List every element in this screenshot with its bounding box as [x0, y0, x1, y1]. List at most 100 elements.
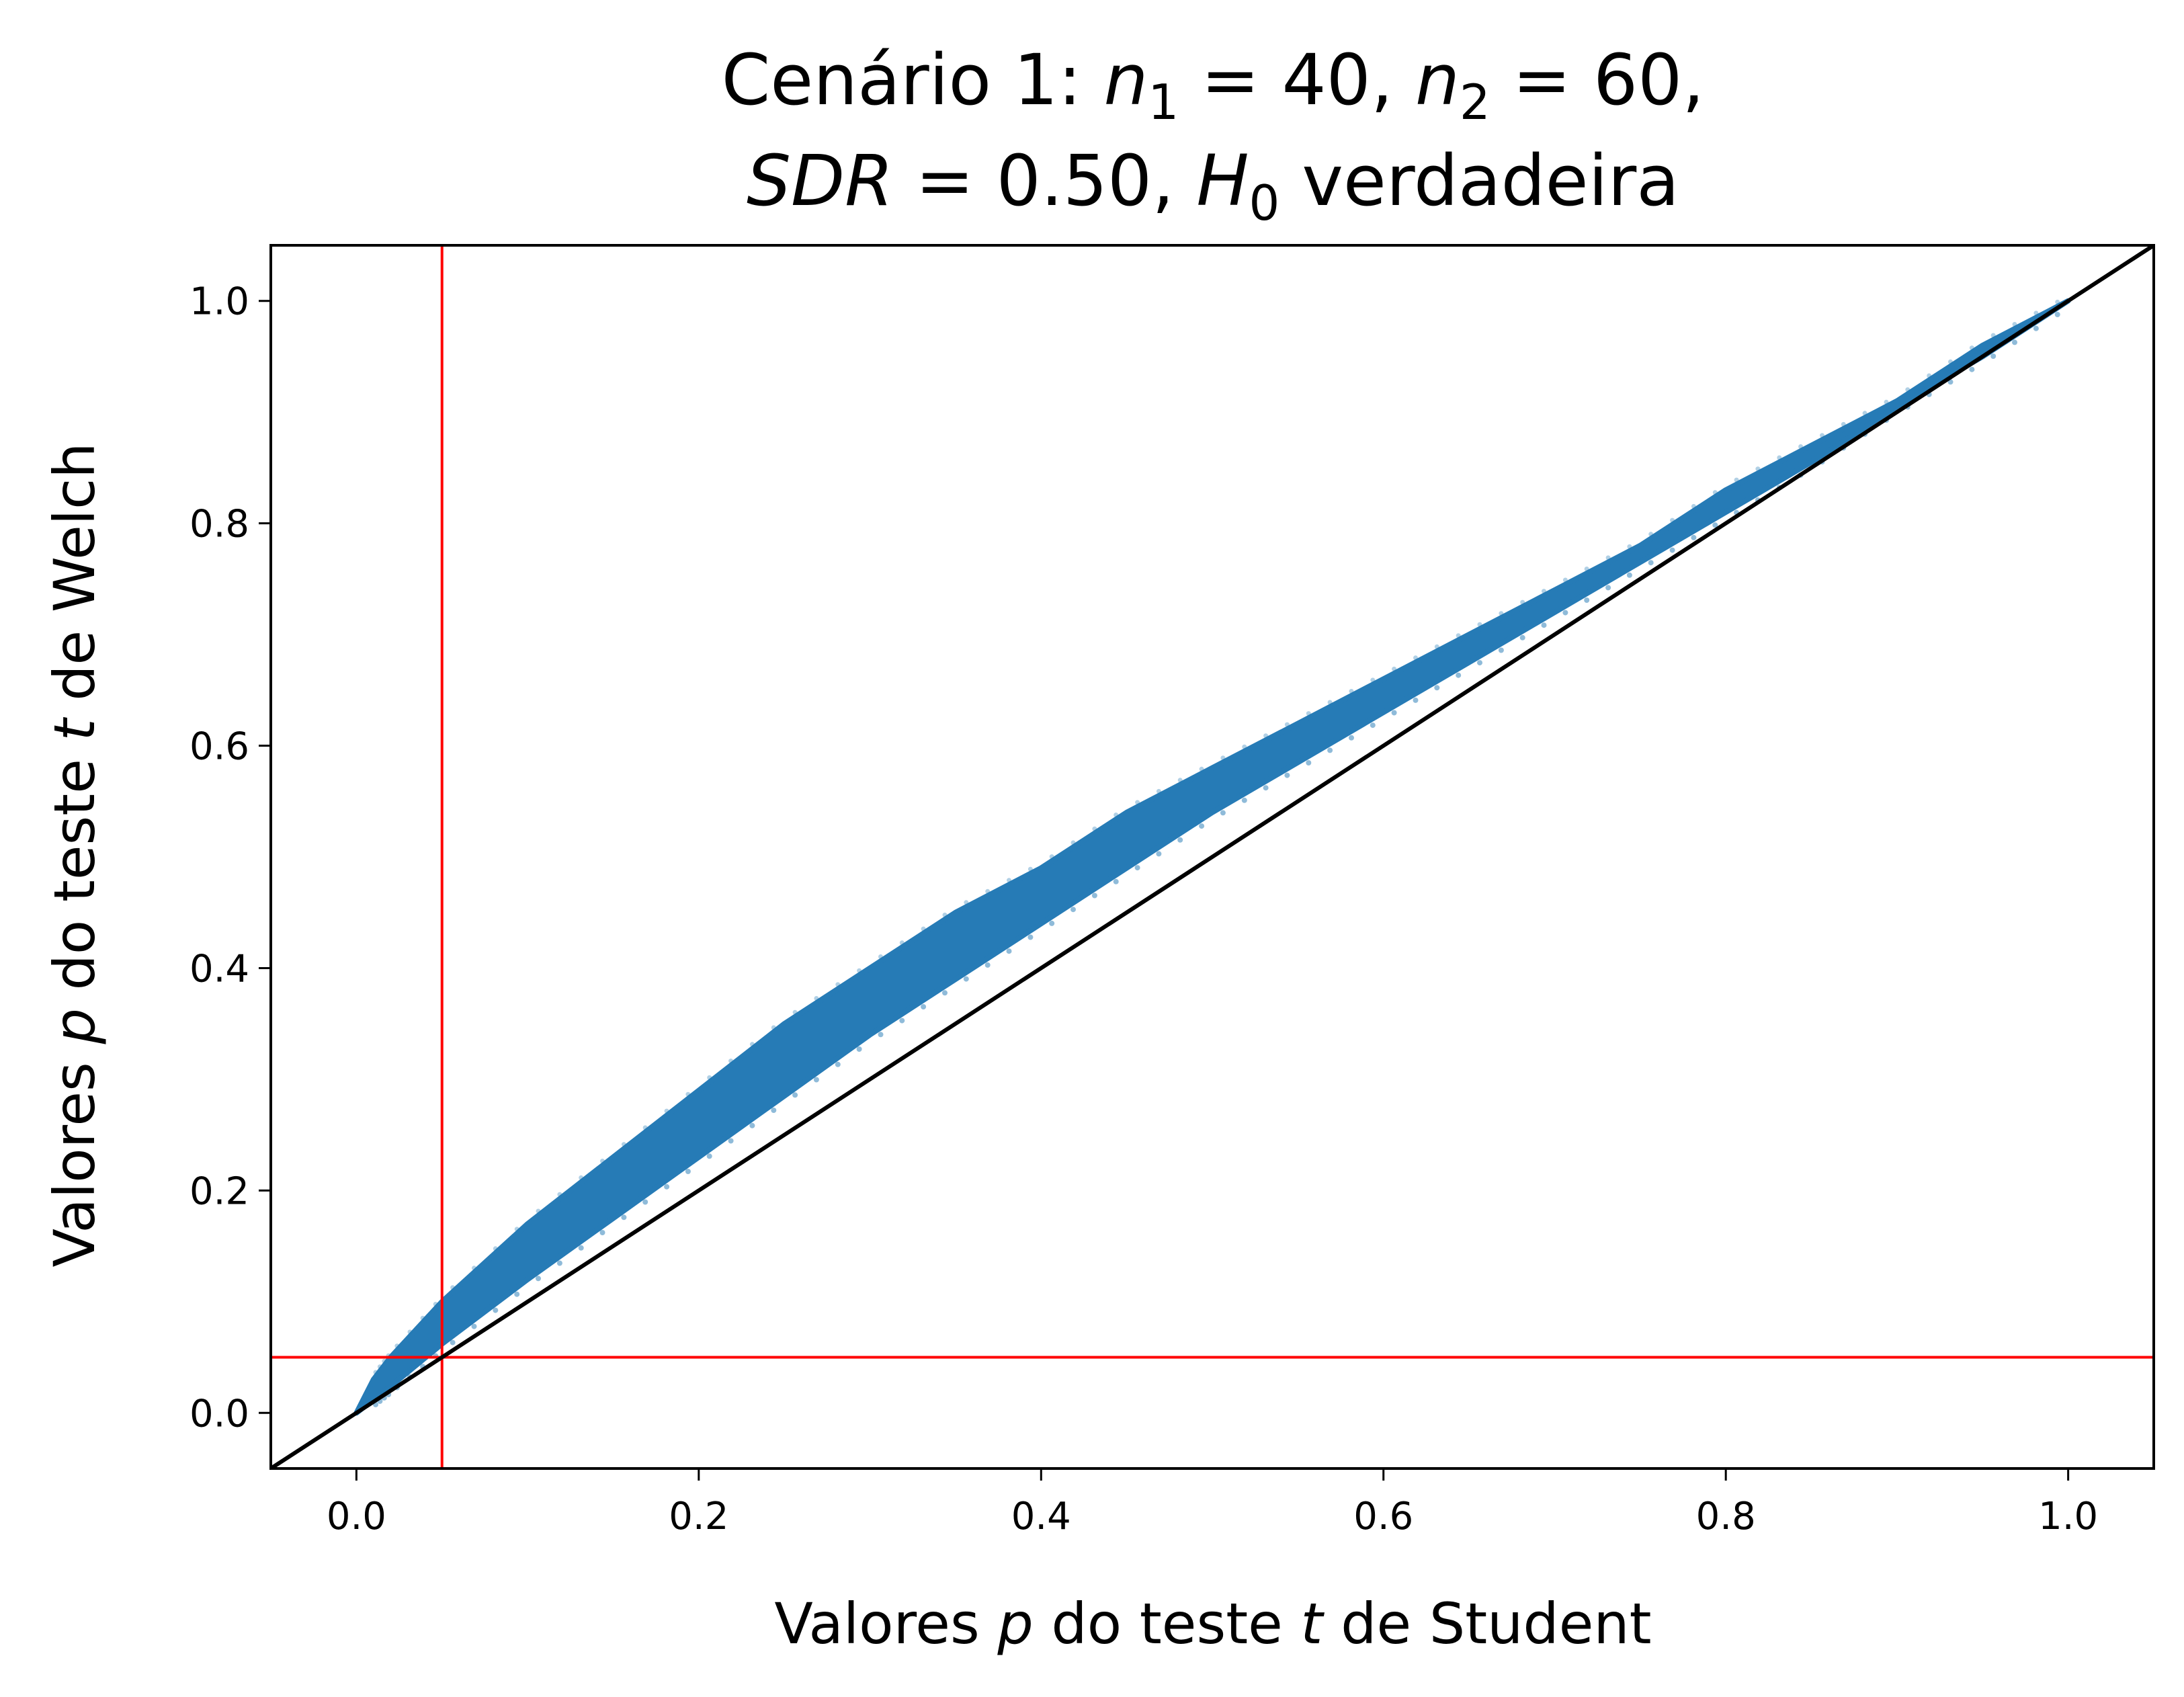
scatter-point: [1670, 518, 1675, 523]
scatter-point: [1948, 359, 1953, 364]
scatter-point: [835, 1061, 841, 1067]
scatter-point: [1413, 655, 1418, 661]
scatter-point: [1669, 547, 1675, 553]
scatter-point: [1114, 813, 1119, 817]
y-axis: 0.0 0.2 0.4 0.6 0.8 1.0: [190, 280, 271, 1436]
scatter-point: [1263, 733, 1269, 739]
scatter-point: [1562, 577, 1568, 583]
scatter-point: [963, 976, 969, 982]
scatter-point: [472, 1266, 476, 1271]
scatter-point: [493, 1307, 499, 1313]
scatter-point: [749, 1042, 755, 1047]
scatter-point: [536, 1208, 541, 1214]
scatter-point: [1242, 744, 1247, 749]
scatter-point: [1927, 373, 1932, 378]
scatter-point: [1648, 532, 1654, 537]
scatter-point: [471, 1323, 477, 1329]
scatter-point: [1969, 345, 1974, 351]
scatter-point: [921, 1004, 927, 1009]
scatter-point: [1092, 826, 1097, 831]
scatter-point: [1306, 711, 1311, 716]
scatter-point: [1562, 610, 1568, 616]
scatter-point: [2033, 325, 2039, 331]
scatter-point: [373, 1370, 378, 1375]
scatter-point: [1006, 948, 1012, 954]
scatter-point: [942, 912, 948, 917]
scatter-point: [1820, 433, 1824, 438]
scatter-point: [1648, 560, 1654, 566]
scatter-point: [1091, 893, 1097, 899]
scatter-point: [536, 1276, 541, 1282]
scatter-point: [1134, 865, 1140, 871]
scatter-point: [1156, 851, 1162, 857]
scatter-point: [1499, 611, 1504, 616]
scatter-point: [1327, 747, 1333, 753]
scatter-point: [1027, 934, 1034, 940]
scatter-point: [685, 1091, 691, 1097]
scatter-point: [377, 1364, 382, 1370]
x-axis-label: Valores p do teste t de Student: [774, 1591, 1651, 1657]
identity-line: [271, 245, 2154, 1468]
scatter-point: [813, 1077, 819, 1083]
scatter-point: [728, 1059, 734, 1064]
scatter-point: [1434, 644, 1439, 649]
scatter-point: [1477, 660, 1482, 666]
scatter-point: [1498, 647, 1504, 653]
scatter-point: [1392, 666, 1397, 671]
scatter-point: [1349, 735, 1354, 741]
scatter-point: [578, 1245, 584, 1251]
scatter-point: [685, 1169, 691, 1174]
scatter-point: [1007, 878, 1011, 883]
scatter-point: [1456, 672, 1462, 678]
scatter-point: [1712, 522, 1718, 528]
x-tick-label: 0.8: [1696, 1495, 1756, 1538]
scatter-point: [1456, 633, 1461, 638]
x-tick-label: 0.0: [327, 1495, 386, 1538]
x-axis: 0.0 0.2 0.4 0.6 0.8 1.0: [327, 1468, 2098, 1538]
scatter-point: [792, 1009, 798, 1015]
scatter-point: [984, 962, 991, 968]
scatter-point: [579, 1175, 584, 1180]
scatter-point: [642, 1125, 648, 1130]
scatter-point: [1520, 599, 1525, 605]
scatter-point: [382, 1358, 387, 1364]
axes-frame: [269, 244, 2155, 1470]
chart-title-line-2: SDR = 0.50, H0 verdadeira: [747, 140, 1679, 231]
scatter-point: [1777, 455, 1782, 460]
scatter-point: [942, 990, 948, 996]
scatter-point: [814, 996, 819, 1001]
scatter-point: [1627, 544, 1632, 549]
scatter-point: [1199, 766, 1204, 772]
scatter-point: [514, 1291, 520, 1297]
chart-title-line-1: Cenário 1: n1 = 40, n2 = 60,: [722, 39, 1705, 130]
x-tick-label: 0.2: [669, 1495, 728, 1538]
scatter-point: [1349, 689, 1354, 694]
scatter-point: [1626, 572, 1632, 578]
scatter-point: [450, 1339, 456, 1346]
scatter-point: [1135, 800, 1140, 805]
scatter-point: [856, 1046, 862, 1052]
scatter-point: [1177, 837, 1183, 843]
scatter-point: [1413, 697, 1419, 703]
scatter-point: [1049, 854, 1054, 860]
scatter-point: [2033, 311, 2039, 316]
scatter-point: [728, 1138, 734, 1144]
scatter-point: [1306, 760, 1312, 765]
scatter-point: [857, 968, 862, 973]
scatter-point: [1584, 567, 1589, 571]
scatter-point: [835, 982, 841, 987]
scatter-point: [749, 1122, 755, 1128]
scatter-point: [1284, 772, 1290, 778]
scatter-point: [600, 1159, 605, 1163]
scatter-point: [1070, 840, 1076, 845]
scatter-point: [1434, 685, 1440, 691]
scatter-point: [1027, 866, 1033, 872]
x-tick-label: 0.6: [1353, 1495, 1413, 1538]
scatter-point: [899, 940, 905, 946]
scatter-point: [420, 1315, 425, 1321]
scatter-point: [1990, 333, 1996, 338]
scatter-point: [1177, 778, 1183, 783]
scatter-point: [433, 1302, 438, 1307]
scatter-point: [921, 926, 926, 932]
